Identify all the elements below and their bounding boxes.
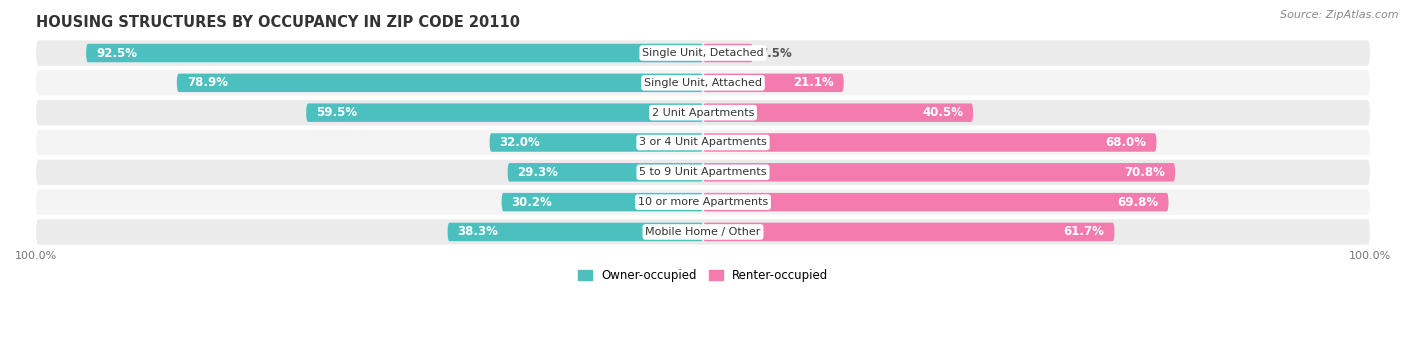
Text: 32.0%: 32.0% xyxy=(499,136,540,149)
FancyBboxPatch shape xyxy=(502,193,703,211)
Text: 59.5%: 59.5% xyxy=(316,106,357,119)
FancyBboxPatch shape xyxy=(37,219,1369,244)
FancyBboxPatch shape xyxy=(703,44,754,62)
Text: 21.1%: 21.1% xyxy=(793,76,834,89)
FancyBboxPatch shape xyxy=(703,74,844,92)
Text: 5 to 9 Unit Apartments: 5 to 9 Unit Apartments xyxy=(640,167,766,177)
Text: 69.8%: 69.8% xyxy=(1118,196,1159,209)
FancyBboxPatch shape xyxy=(86,44,703,62)
Text: Single Unit, Detached: Single Unit, Detached xyxy=(643,48,763,58)
FancyBboxPatch shape xyxy=(37,160,1369,185)
FancyBboxPatch shape xyxy=(703,223,1115,241)
FancyBboxPatch shape xyxy=(37,40,1369,66)
Text: Mobile Home / Other: Mobile Home / Other xyxy=(645,227,761,237)
Legend: Owner-occupied, Renter-occupied: Owner-occupied, Renter-occupied xyxy=(572,264,834,287)
FancyBboxPatch shape xyxy=(37,100,1369,125)
FancyBboxPatch shape xyxy=(447,223,703,241)
FancyBboxPatch shape xyxy=(703,163,1175,181)
Text: 30.2%: 30.2% xyxy=(512,196,553,209)
Text: 38.3%: 38.3% xyxy=(457,225,499,238)
Text: 29.3%: 29.3% xyxy=(517,166,558,179)
Text: 2 Unit Apartments: 2 Unit Apartments xyxy=(652,108,754,118)
FancyBboxPatch shape xyxy=(508,163,703,181)
Text: 70.8%: 70.8% xyxy=(1125,166,1166,179)
FancyBboxPatch shape xyxy=(703,193,1168,211)
FancyBboxPatch shape xyxy=(37,70,1369,95)
FancyBboxPatch shape xyxy=(37,190,1369,215)
FancyBboxPatch shape xyxy=(307,103,703,122)
Text: Single Unit, Attached: Single Unit, Attached xyxy=(644,78,762,88)
Text: 40.5%: 40.5% xyxy=(922,106,963,119)
FancyBboxPatch shape xyxy=(489,133,703,152)
Text: 10 or more Apartments: 10 or more Apartments xyxy=(638,197,768,207)
Text: 92.5%: 92.5% xyxy=(96,46,138,60)
Text: 78.9%: 78.9% xyxy=(187,76,228,89)
Text: 68.0%: 68.0% xyxy=(1105,136,1146,149)
FancyBboxPatch shape xyxy=(37,130,1369,155)
Text: Source: ZipAtlas.com: Source: ZipAtlas.com xyxy=(1281,10,1399,20)
FancyBboxPatch shape xyxy=(703,103,973,122)
Text: 7.5%: 7.5% xyxy=(759,46,793,60)
Text: 61.7%: 61.7% xyxy=(1063,225,1105,238)
FancyBboxPatch shape xyxy=(177,74,703,92)
Text: 3 or 4 Unit Apartments: 3 or 4 Unit Apartments xyxy=(640,137,766,148)
FancyBboxPatch shape xyxy=(703,133,1157,152)
Text: HOUSING STRUCTURES BY OCCUPANCY IN ZIP CODE 20110: HOUSING STRUCTURES BY OCCUPANCY IN ZIP C… xyxy=(37,15,520,30)
